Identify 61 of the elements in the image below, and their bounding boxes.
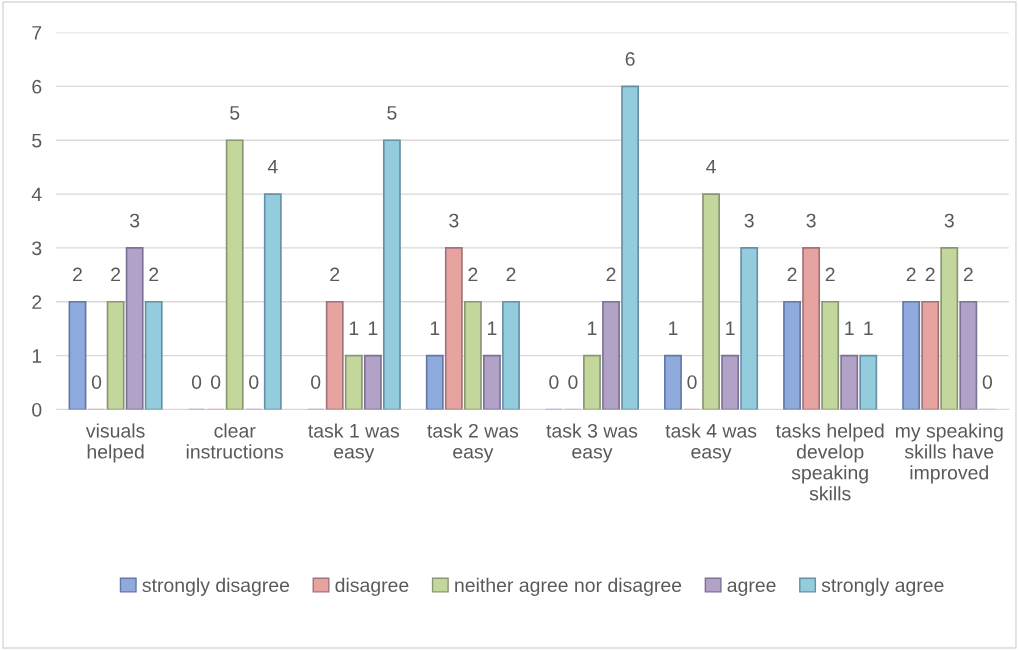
data-label: 0 <box>568 375 578 389</box>
legend-label: disagree <box>335 577 409 596</box>
y-tick-label: 6 <box>32 79 42 94</box>
data-label: 0 <box>191 375 202 389</box>
data-label: 0 <box>91 375 102 389</box>
data-label: 2 <box>963 267 973 282</box>
legend-label: strongly disagree <box>142 577 290 596</box>
y-tick-label: 7 <box>32 26 42 40</box>
data-label: 5 <box>230 106 240 120</box>
data-label: 3 <box>744 213 754 228</box>
data-label: 2 <box>149 267 159 282</box>
y-tick-label: 3 <box>32 241 42 256</box>
data-label: 2 <box>925 267 935 282</box>
data-label: 2 <box>506 267 516 282</box>
x-tick-label: visuals helped <box>85 423 145 463</box>
data-label: 3 <box>129 213 140 228</box>
data-label: 1 <box>845 321 854 335</box>
data-label: 5 <box>387 106 397 120</box>
data-label: 0 <box>982 375 993 389</box>
y-tick-label: 1 <box>32 349 42 363</box>
y-tick-label: 0 <box>32 402 42 417</box>
y-tick-label: 5 <box>32 133 42 148</box>
data-label: 2 <box>73 267 82 282</box>
x-tick-label: task 4 was easy <box>665 423 757 463</box>
data-label: 6 <box>625 52 635 66</box>
x-tick-label: my speaking skills have improved <box>895 423 1003 484</box>
data-label: 0 <box>687 375 697 389</box>
data-label: 2 <box>787 267 797 282</box>
y-tick-label: 4 <box>31 187 42 202</box>
data-label: 3 <box>806 213 816 228</box>
data-label: 2 <box>906 267 916 282</box>
data-label: 1 <box>430 321 440 335</box>
x-tick-label: task 3 was easy <box>546 423 638 463</box>
data-label: 0 <box>549 375 559 389</box>
data-label: 3 <box>944 213 954 228</box>
y-tick-label: 2 <box>32 295 42 309</box>
legend-label: agree <box>727 581 776 596</box>
data-label: 2 <box>468 267 478 282</box>
data-label: 0 <box>311 375 321 389</box>
legend-label: neither agree nor disagree <box>455 577 682 596</box>
data-label: 2 <box>330 267 340 282</box>
data-label: 1 <box>588 321 597 335</box>
x-tick-label: tasks helped develop speaking skills <box>775 423 884 501</box>
data-label: 2 <box>825 267 835 282</box>
data-label: 1 <box>726 321 735 335</box>
data-label: 0 <box>249 375 259 389</box>
data-label: 4 <box>267 159 278 174</box>
data-label: 2 <box>111 267 121 282</box>
data-label: 1 <box>864 321 873 335</box>
data-label: 3 <box>449 213 459 228</box>
x-tick-label: clear instructions <box>186 423 284 459</box>
legend-label: strongly agree <box>821 577 944 596</box>
data-label: 1 <box>669 321 678 335</box>
data-label: 1 <box>488 321 497 335</box>
x-tick-label: task 2 was easy <box>427 423 519 463</box>
data-label: 1 <box>368 321 378 335</box>
data-label: 4 <box>706 159 716 174</box>
data-label: 2 <box>606 267 616 282</box>
data-label: 1 <box>349 321 359 335</box>
x-tick-label: task 1 was easy <box>308 423 400 463</box>
data-label: 0 <box>210 375 221 389</box>
